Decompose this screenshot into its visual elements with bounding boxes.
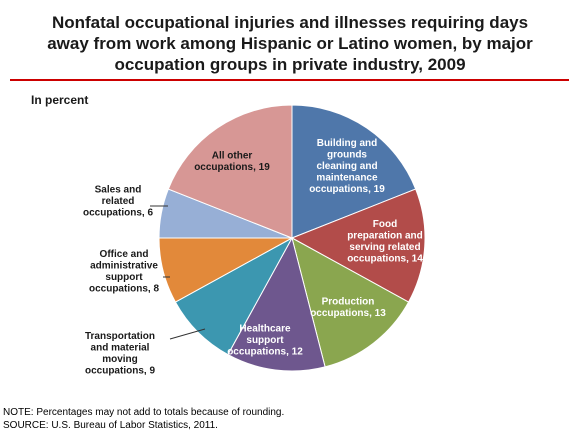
slice-label-line: maintenance bbox=[316, 173, 378, 184]
pie-slice-1 bbox=[291, 104, 417, 239]
slice-label-line: Building and bbox=[317, 138, 378, 149]
slice-label-7: Sales and related occupations, 6 bbox=[83, 185, 153, 219]
slice-label-line: Office and bbox=[100, 249, 149, 260]
slice-label-line: occupations, 12 bbox=[227, 347, 303, 358]
slice-label-line: cleaning and bbox=[316, 161, 377, 172]
slice-label-line: preparation and bbox=[347, 230, 423, 241]
slice-label-line: Transportation bbox=[85, 331, 155, 342]
slice-label-5: Transportation and material moving occupati… bbox=[85, 331, 155, 377]
unit-label: In percent bbox=[31, 93, 89, 107]
leader-line-5 bbox=[169, 328, 206, 340]
chart-title: Nonfatal occupational injuries and illne… bbox=[0, 12, 580, 75]
slice-label-line: moving bbox=[102, 354, 138, 365]
slice-label-line: occupations, 6 bbox=[83, 208, 153, 219]
slice-label-line: occupations, 8 bbox=[89, 283, 159, 294]
slice-label-line: grounds bbox=[327, 150, 367, 161]
title-line-1: Nonfatal occupational injuries and illne… bbox=[51, 13, 529, 32]
title-line-3: occupation groups in private industry, 2… bbox=[114, 55, 466, 74]
slice-label-line: administrative bbox=[90, 260, 158, 271]
slice-label-line: occupations, 13 bbox=[310, 308, 386, 319]
slice-label-6: Office and administrative support occupatio… bbox=[89, 249, 159, 295]
source-text: SOURCE: U.S. Bureau of Labor Statistics,… bbox=[3, 420, 218, 431]
slice-label-2: Food preparation and serving related occupa… bbox=[347, 219, 423, 265]
slice-label-line: All other bbox=[212, 150, 253, 161]
title-line-2: away from work among Hispanic or Latino … bbox=[47, 34, 533, 53]
pie-slice-4 bbox=[227, 236, 326, 372]
slice-label-4: Healthcare support occupations, 12 bbox=[227, 324, 303, 358]
pie-slice-2 bbox=[290, 188, 426, 303]
pie-slice-3 bbox=[291, 237, 410, 368]
slice-label-line: occupations, 9 bbox=[85, 365, 155, 376]
slice-label-line: Production bbox=[322, 296, 375, 307]
slice-label-line: support bbox=[105, 272, 143, 283]
slice-label-line: related bbox=[102, 196, 135, 207]
slice-label-line: Healthcare bbox=[239, 324, 291, 335]
slice-label-line: occupations, 19 bbox=[309, 184, 385, 195]
slice-label-line: occupations, 19 bbox=[194, 162, 270, 173]
slice-label-line: occupations, 14 bbox=[347, 253, 423, 264]
slice-label-line: Food bbox=[373, 219, 397, 230]
pie-slice-8 bbox=[167, 104, 293, 239]
slice-label-1: Building and grounds cleaning and maintenan… bbox=[309, 138, 385, 195]
note-text: NOTE: Percentages may not add to totals … bbox=[3, 407, 285, 418]
slice-label-8: All other occupations, 19 bbox=[194, 150, 270, 173]
slice-label-line: and material bbox=[91, 342, 150, 353]
slice-label-line: Sales and bbox=[95, 185, 142, 196]
slice-label-line: support bbox=[246, 335, 284, 346]
title-divider bbox=[10, 79, 569, 81]
slice-label-line: serving related bbox=[349, 242, 420, 253]
slice-label-3: Production occupations, 13 bbox=[310, 296, 386, 319]
